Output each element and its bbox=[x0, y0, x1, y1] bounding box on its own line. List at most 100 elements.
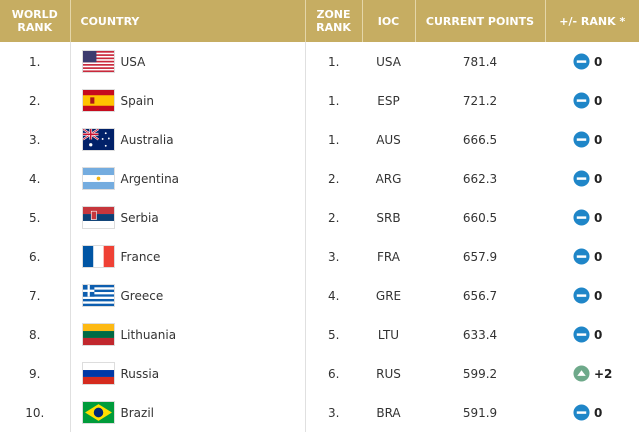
world-rank: 7. bbox=[29, 288, 41, 303]
country-cell: France bbox=[69, 237, 306, 276]
rank-change: 0 bbox=[594, 249, 603, 264]
flag bbox=[81, 89, 115, 112]
trend-icon bbox=[573, 287, 590, 304]
header-cell: ZONE RANK bbox=[305, 0, 363, 42]
country-cell: Brazil bbox=[69, 393, 306, 432]
row: 4. Argentina 2. ARG 662.3 0 bbox=[0, 159, 639, 198]
trend-icon bbox=[573, 131, 590, 148]
row: 1. USA 1. USA 781.4 0 bbox=[0, 42, 639, 81]
rank-change: +2 bbox=[594, 366, 613, 381]
flag bbox=[81, 401, 115, 424]
country-name: Brazil bbox=[120, 405, 155, 420]
rank-change-cell: 0 bbox=[545, 393, 639, 432]
country-cell: USA bbox=[69, 42, 306, 81]
country-name: Greece bbox=[120, 288, 164, 303]
row: 3. Australia 1. AUS 666.5 0 bbox=[0, 120, 639, 159]
country-cell: Lithuania bbox=[69, 315, 306, 354]
rank-change: 0 bbox=[594, 132, 603, 147]
row: 6. France 3. FRA 657.9 0 bbox=[0, 237, 639, 276]
rank-change: 0 bbox=[594, 54, 603, 69]
zone-rank: 6. bbox=[328, 366, 340, 381]
row: 9. Russia 6. RUS 599.2 +2 bbox=[0, 354, 639, 393]
zone-rank: 3. bbox=[328, 405, 340, 420]
ioc-code: ARG bbox=[375, 171, 402, 186]
zone-rank: 4. bbox=[328, 288, 340, 303]
rank-change: 0 bbox=[594, 210, 603, 225]
rank-change-cell: 0 bbox=[545, 198, 639, 237]
trend-icon bbox=[573, 92, 590, 109]
rank-change-cell: 0 bbox=[545, 120, 639, 159]
world-rank: 1. bbox=[29, 54, 41, 69]
world-rank: 4. bbox=[29, 171, 41, 186]
ioc-code: BRA bbox=[376, 405, 401, 420]
country-cell: Greece bbox=[69, 276, 306, 315]
trend-icon bbox=[573, 248, 590, 265]
trend-icon bbox=[573, 365, 590, 382]
current-points: 662.3 bbox=[462, 171, 498, 186]
header-cell: IOC bbox=[362, 0, 416, 42]
world-rank: 5. bbox=[29, 210, 41, 225]
flag bbox=[81, 167, 115, 190]
flag bbox=[81, 323, 115, 346]
world-rank: 10. bbox=[25, 405, 45, 420]
zone-rank: 1. bbox=[328, 93, 340, 108]
header-row: WORLD RANK COUNTRY ZONE RANK IOC CURRENT… bbox=[0, 0, 639, 42]
rank-change: 0 bbox=[594, 288, 603, 303]
row: 5. Serbia 2. SRB 660.5 0 bbox=[0, 198, 639, 237]
ioc-code: RUS bbox=[376, 366, 401, 381]
current-points: 656.7 bbox=[462, 288, 498, 303]
world-rank: 3. bbox=[29, 132, 41, 147]
flag bbox=[81, 245, 115, 268]
table-body: 1. USA 1. USA 781.4 0 2. Spain 1. ESP 721.2 0 3. Aust… bbox=[0, 42, 639, 432]
trend-icon bbox=[573, 404, 590, 421]
flag bbox=[81, 128, 115, 151]
row: 7. Greece 4. GRE 656.7 0 bbox=[0, 276, 639, 315]
world-rank: 6. bbox=[29, 249, 41, 264]
flag bbox=[81, 284, 115, 307]
row: 8. Lithuania 5. LTU 633.4 0 bbox=[0, 315, 639, 354]
country-cell: Australia bbox=[69, 120, 306, 159]
trend-icon bbox=[573, 326, 590, 343]
trend-icon bbox=[573, 170, 590, 187]
ioc-code: ESP bbox=[377, 93, 400, 108]
ioc-code: FRA bbox=[377, 249, 400, 264]
zone-rank: 1. bbox=[328, 132, 340, 147]
rank-change-cell: 0 bbox=[545, 237, 639, 276]
ioc-code: AUS bbox=[376, 132, 401, 147]
rank-change-cell: 0 bbox=[545, 315, 639, 354]
row: 10. Brazil 3. BRA 591.9 0 bbox=[0, 393, 639, 432]
header-cell: CURRENT POINTS bbox=[415, 0, 546, 42]
current-points: 591.9 bbox=[462, 405, 498, 420]
rank-change: 0 bbox=[594, 171, 603, 186]
country-name: Russia bbox=[120, 366, 160, 381]
current-points: 657.9 bbox=[462, 249, 498, 264]
world-rank: 9. bbox=[29, 366, 41, 381]
current-points: 781.4 bbox=[462, 54, 498, 69]
world-rank: 2. bbox=[29, 93, 41, 108]
ioc-code: SRB bbox=[376, 210, 401, 225]
current-points: 721.2 bbox=[462, 93, 498, 108]
world-rank: 8. bbox=[29, 327, 41, 342]
rank-change: 0 bbox=[594, 93, 603, 108]
ioc-code: LTU bbox=[377, 327, 400, 342]
zone-rank: 2. bbox=[328, 171, 340, 186]
country-name: France bbox=[120, 249, 161, 264]
header-cell: +/- RANK * bbox=[545, 0, 639, 42]
country-cell: Russia bbox=[69, 354, 306, 393]
current-points: 599.2 bbox=[462, 366, 498, 381]
country-name: Serbia bbox=[120, 210, 159, 225]
country-cell: Spain bbox=[69, 81, 306, 120]
flag bbox=[81, 206, 115, 229]
rank-change: 0 bbox=[594, 327, 603, 342]
flag bbox=[81, 50, 115, 73]
ioc-code: USA bbox=[376, 54, 401, 69]
country-name: Spain bbox=[120, 93, 155, 108]
header-cell: WORLD RANK bbox=[0, 0, 71, 42]
zone-rank: 5. bbox=[328, 327, 340, 342]
header-cell: COUNTRY bbox=[70, 0, 306, 42]
trend-icon bbox=[573, 209, 590, 226]
country-name: USA bbox=[120, 54, 146, 69]
